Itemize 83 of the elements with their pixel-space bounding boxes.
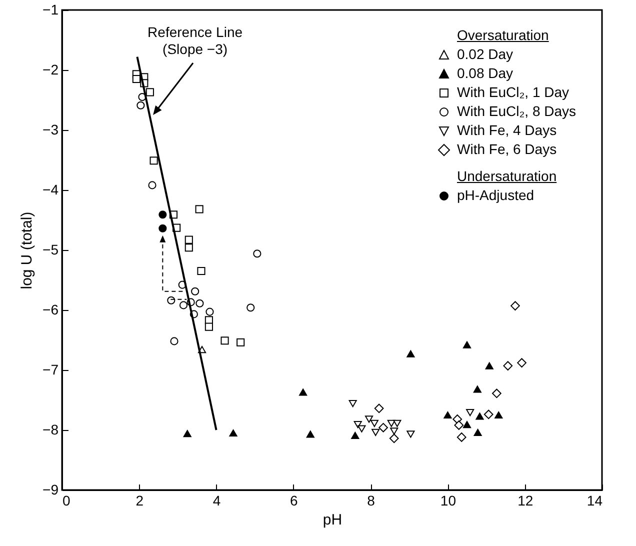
y-tick-label: −4: [42, 182, 59, 198]
point: [170, 337, 178, 346]
point: [206, 308, 214, 316]
point: [351, 432, 360, 439]
y-tick-label: −6: [42, 302, 59, 318]
x-axis-title: pH: [322, 512, 342, 528]
point: [184, 244, 193, 252]
point: [358, 425, 366, 432]
x-tick-label: 8: [367, 492, 376, 508]
point: [220, 336, 229, 345]
point: [510, 301, 520, 310]
point: [494, 411, 503, 419]
point: [184, 236, 193, 244]
point: [462, 421, 472, 428]
point: [456, 432, 466, 442]
point: [196, 299, 204, 308]
point: [148, 181, 156, 190]
x-tick-label: 4: [212, 492, 221, 508]
legend-title: Oversaturation: [457, 26, 550, 45]
point: [393, 420, 402, 427]
x-tick-label: 10: [440, 492, 456, 508]
point: [306, 430, 314, 438]
legend-label: With Fe, 4 Days: [457, 121, 557, 140]
point: [492, 388, 502, 398]
point: [348, 400, 357, 408]
point: [370, 420, 378, 427]
point: [204, 322, 213, 331]
y-axis-title: log U (total): [18, 212, 36, 290]
y-tick-label: −1: [42, 2, 59, 18]
point: [253, 250, 262, 258]
point: [236, 338, 245, 346]
point: [158, 210, 167, 219]
annotation: Reference Line (Slope −3): [148, 24, 243, 57]
legend-label: With EuCl₂, 1 Day: [457, 83, 570, 102]
point: [485, 362, 494, 370]
point: [132, 74, 140, 84]
y-tick-label: −7: [42, 362, 59, 378]
y-tick-label: −8: [42, 422, 59, 438]
point: [503, 361, 513, 370]
point: [474, 428, 482, 436]
y-tick-label: −3: [42, 122, 59, 138]
point: [229, 429, 238, 437]
point: [136, 101, 145, 110]
point: [378, 422, 388, 432]
legend-label: 0.02 Day: [457, 45, 514, 64]
point: [473, 386, 482, 393]
x-tick-label: 6: [290, 492, 298, 508]
point: [195, 205, 204, 214]
point: [150, 156, 158, 165]
point: [191, 287, 200, 296]
legend-label: 0.08 Day: [457, 64, 514, 83]
x-tick-label: 14: [586, 492, 603, 508]
legend-label: pH-Adjusted: [457, 186, 534, 205]
point: [406, 350, 415, 358]
point: [517, 358, 526, 368]
point: [158, 224, 167, 232]
legend-label: With Fe, 6 Days: [457, 140, 557, 159]
point: [406, 430, 415, 438]
point: [454, 420, 464, 430]
point: [146, 88, 154, 96]
x-tick-label: 12: [518, 492, 534, 508]
point: [466, 409, 474, 416]
point: [364, 416, 374, 423]
point: [390, 428, 398, 435]
y-tick-label: −9: [42, 482, 59, 498]
point: [484, 410, 494, 420]
x-tick-label: 2: [136, 492, 144, 508]
point: [476, 412, 484, 420]
point: [299, 388, 308, 396]
point: [374, 404, 384, 414]
y-tick-label: −2: [42, 62, 59, 78]
point: [389, 434, 399, 444]
point: [179, 301, 188, 310]
legend-label: With EuCl₂, 8 Days: [457, 102, 576, 121]
point: [462, 341, 472, 348]
x-tick-label: 0: [62, 492, 70, 508]
point: [372, 428, 380, 436]
point: [246, 304, 255, 312]
point: [183, 430, 192, 438]
point: [197, 266, 206, 276]
y-tick-label: −5: [42, 242, 59, 258]
point: [444, 411, 452, 419]
annotation: Undersaturation: [457, 167, 558, 186]
